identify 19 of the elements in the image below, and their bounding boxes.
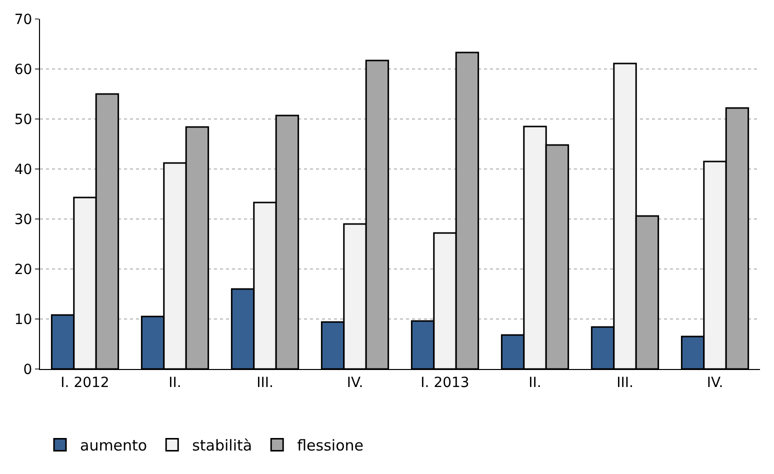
x-tick-label: III.	[616, 374, 634, 391]
y-tick-label: 70	[14, 12, 32, 28]
x-tick-label: I. 2012	[60, 374, 110, 391]
legend-label: aumento	[80, 436, 148, 455]
y-tick-label: 40	[14, 162, 32, 178]
y-tick-label: 60	[14, 62, 32, 78]
x-tick-label: IV.	[706, 374, 724, 391]
y-tick-label: 0	[23, 362, 32, 378]
x-tick-label: II.	[168, 374, 182, 391]
legend-label: flessione	[297, 436, 364, 455]
y-tick-label: 30	[14, 212, 32, 228]
y-tick-label: 20	[14, 262, 32, 278]
x-tick-label: I. 2013	[420, 374, 470, 391]
x-tick-label: II.	[528, 374, 542, 391]
x-tick-label: III.	[256, 374, 274, 391]
legend-label: stabilità	[192, 436, 252, 455]
x-tick-label: IV.	[346, 374, 364, 391]
y-tick-label: 50	[14, 112, 32, 128]
y-tick-label: 10	[14, 312, 32, 328]
